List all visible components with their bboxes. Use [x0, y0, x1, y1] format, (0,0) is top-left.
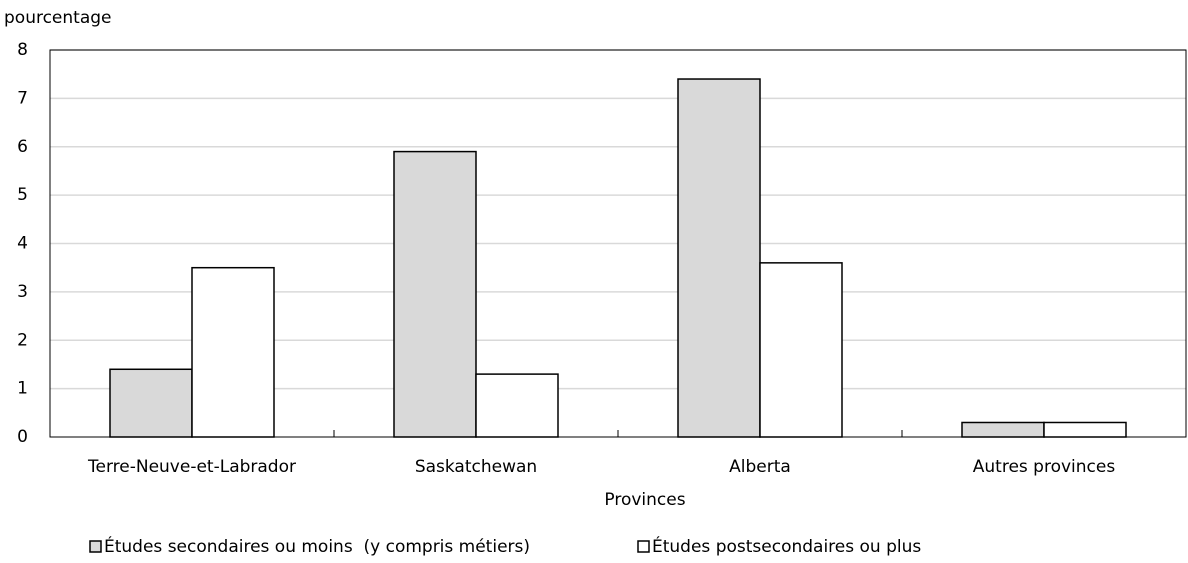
legend-swatch [89, 540, 102, 553]
y-tick-label: 3 [17, 282, 28, 302]
bar [109, 368, 193, 438]
x-tick-label: Terre-Neuve-et-Labrador [87, 457, 296, 477]
y-tick-label: 1 [17, 379, 28, 399]
legend-swatch [637, 540, 650, 553]
bar [677, 78, 761, 438]
y-tick-label: 0 [17, 427, 28, 447]
y-axis-label: pourcentage [4, 8, 112, 28]
bar [961, 421, 1045, 438]
x-axis-label: Provinces [604, 490, 685, 510]
x-tick-label: Alberta [729, 457, 791, 477]
bar [759, 262, 843, 438]
y-tick-label: 6 [17, 137, 28, 157]
x-tick-label: Saskatchewan [415, 457, 537, 477]
bar [393, 150, 477, 438]
bar [1043, 421, 1127, 438]
legend-label: Études secondaires ou moins (y compris m… [104, 535, 530, 557]
x-tick-label: Autres provinces [973, 457, 1116, 477]
y-tick-label: 2 [17, 330, 28, 350]
bar [475, 373, 559, 438]
y-tick-label: 4 [17, 234, 28, 254]
legend-label: Études postsecondaires ou plus [652, 535, 921, 557]
y-tick-label: 5 [17, 185, 28, 205]
bar [191, 266, 275, 438]
y-tick-label: 8 [17, 40, 28, 60]
y-tick-label: 7 [17, 88, 28, 108]
